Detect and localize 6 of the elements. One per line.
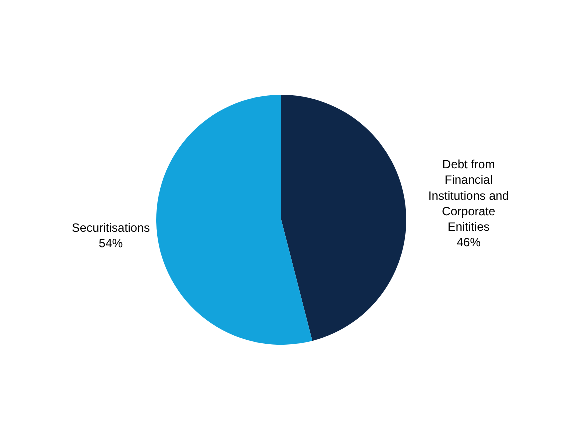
pie-slice	[282, 95, 406, 342]
pie-slice	[156, 95, 313, 345]
data-label: 46%	[456, 236, 482, 250]
slice-label: Debt from Financial Institutions and Corporate Enitities	[428, 158, 510, 234]
slice-label: Securitisations	[72, 221, 150, 236]
data-label: 54%	[99, 236, 124, 251]
